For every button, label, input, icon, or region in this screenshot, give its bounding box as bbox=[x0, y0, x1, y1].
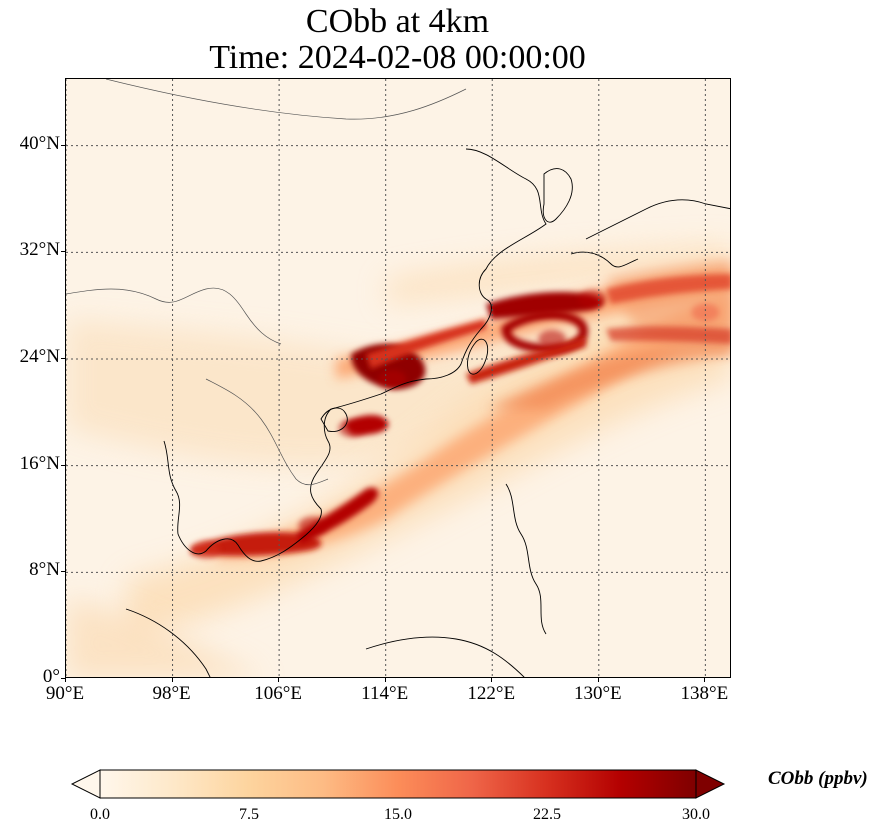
plume-point-indochina-east-core bbox=[298, 516, 327, 535]
mainland-coastline bbox=[163, 148, 547, 562]
latitude-tick-mark bbox=[61, 571, 65, 573]
country-border bbox=[66, 287, 282, 345]
concentration-field bbox=[66, 244, 730, 677]
longitude-tick-label: 114°E bbox=[361, 683, 409, 704]
colorbar-max-extension bbox=[695, 769, 726, 799]
latitude-tick-label: 24°N bbox=[19, 346, 60, 367]
plume-core bbox=[606, 326, 730, 344]
plume-point-south-china-coast-core bbox=[378, 370, 407, 388]
colorbar-tick-label: 15.0 bbox=[384, 806, 412, 823]
country-border bbox=[105, 79, 467, 120]
hainan-coastline bbox=[320, 407, 348, 432]
map-panel bbox=[65, 78, 731, 678]
map-canvas bbox=[66, 79, 730, 677]
taiwan-coastline bbox=[467, 338, 489, 375]
longitude-tick-mark bbox=[65, 678, 66, 682]
longitude-tick-mark bbox=[597, 678, 599, 682]
latitude-tick-mark bbox=[61, 464, 65, 466]
colorbar-tick-label: 7.5 bbox=[239, 806, 259, 823]
longitude-tick-mark bbox=[384, 678, 386, 682]
plume-point-taiwan-east-swirl bbox=[538, 330, 567, 348]
latitude-tick-mark bbox=[61, 678, 65, 679]
longitude-tick-label: 138°E bbox=[680, 683, 729, 704]
longitude-tick-label: 90°E bbox=[45, 683, 85, 704]
longitude-tick-mark bbox=[171, 678, 173, 682]
colorbar-tick-label: 30.0 bbox=[682, 806, 710, 823]
latitude-tick-label: 32°N bbox=[19, 239, 60, 261]
latitude-tick-label: 16°N bbox=[19, 452, 60, 474]
coastlines bbox=[66, 79, 730, 677]
longitude-tick-label: 106°E bbox=[254, 683, 302, 704]
plume-point-hainan-east-core bbox=[338, 419, 367, 438]
japan-coastline bbox=[585, 199, 730, 240]
latitude-tick-mark bbox=[61, 251, 65, 253]
background-plume-band bbox=[386, 244, 730, 304]
korea-coastline bbox=[542, 168, 573, 223]
longitude-tick-label: 122°E bbox=[467, 683, 516, 704]
colorbar-min-extension bbox=[70, 769, 101, 799]
sumatra-coastline bbox=[125, 608, 211, 677]
plume-point-north-band-core bbox=[578, 290, 607, 308]
colorbar bbox=[70, 769, 726, 799]
plume-core bbox=[466, 337, 586, 384]
gridlines bbox=[66, 79, 730, 677]
plume-core bbox=[486, 292, 603, 319]
plume-band-orange bbox=[486, 331, 730, 409]
colorbar-label: CObb (ppbv) bbox=[768, 768, 868, 789]
longitude-tick-label: 98°E bbox=[152, 683, 191, 704]
longitude-tick-mark bbox=[278, 678, 280, 682]
colorbar-tick-label: 22.5 bbox=[533, 806, 561, 823]
japan-coastline bbox=[570, 251, 639, 268]
background-plume-band bbox=[66, 599, 262, 677]
longitude-tick-mark bbox=[704, 678, 706, 682]
plume-point-east-band-tail bbox=[691, 303, 720, 322]
latitude-tick-mark bbox=[61, 144, 65, 146]
latitude-tick-label: 0° bbox=[42, 666, 60, 687]
colorbar-gradient bbox=[99, 769, 697, 799]
philippines-coastline bbox=[505, 483, 547, 635]
borneo-coastline bbox=[365, 636, 525, 677]
plume-band-orange bbox=[216, 294, 730, 559]
plume-swirl bbox=[501, 310, 588, 354]
country-border bbox=[205, 378, 329, 486]
figure-title: CObb at 4km bbox=[305, 3, 490, 40]
plume-point-indochina-west-core bbox=[191, 540, 220, 559]
longitude-tick-label: 130°E bbox=[573, 683, 622, 704]
latitude-tick-label: 8°N bbox=[29, 559, 60, 581]
latitude-tick-mark bbox=[61, 358, 65, 359]
longitude-tick-mark bbox=[491, 678, 493, 682]
figure-subtitle: Time: 2024-02-08 00:00:00 bbox=[209, 39, 586, 76]
plume-core bbox=[191, 532, 322, 556]
plume-core bbox=[606, 274, 730, 304]
latitude-tick-label: 40°N bbox=[19, 132, 60, 154]
plume-core bbox=[366, 319, 486, 369]
colorbar-tick-label: 0.0 bbox=[90, 806, 110, 823]
